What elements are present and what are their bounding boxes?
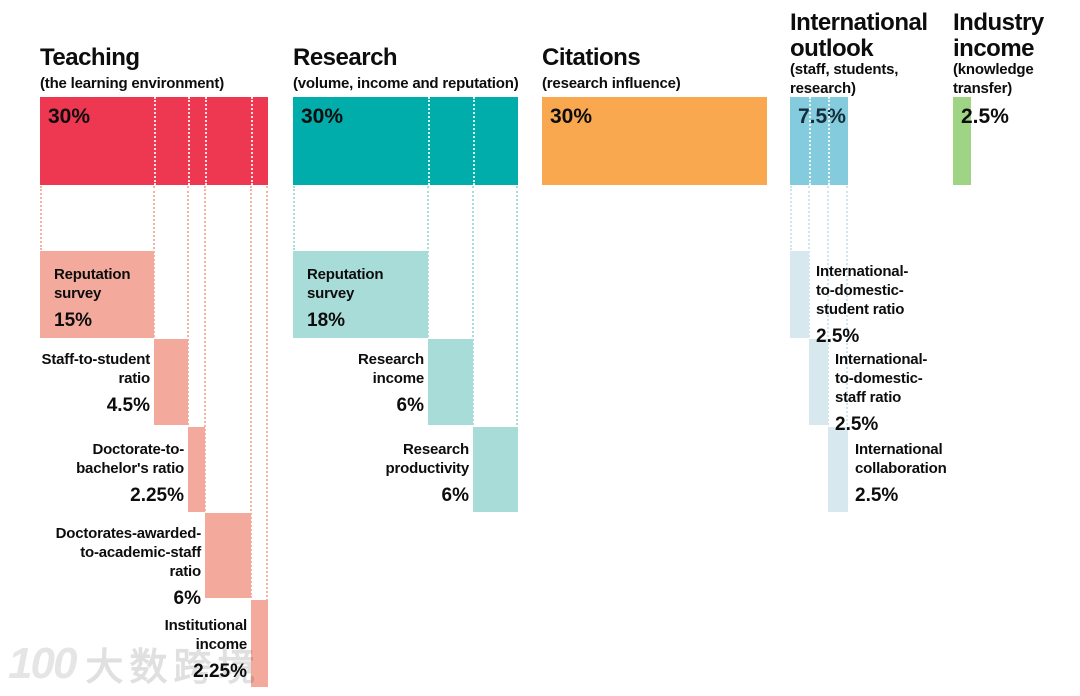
sub-label-value: 2.25% [130, 485, 184, 506]
bar-split-line [205, 97, 207, 185]
international-sub-block-collaboration [828, 427, 848, 512]
research-sub-label-research-income: Research income 6% [358, 350, 424, 417]
teaching-weight-value: 30% [48, 105, 91, 128]
international-sub-label-staff-ratio: International- to-domestic- staff ratio … [835, 350, 927, 436]
sub-label-text: International collaboration [855, 441, 947, 477]
sub-label-text: Reputation survey [307, 266, 384, 302]
teaching-sub-label-doctorates-awarded-ratio: Doctorates-awarded- to-academic-staff ra… [55, 524, 202, 610]
sub-label-text: Doctorate-to- bachelor's ratio [76, 441, 184, 477]
bar-split-line [828, 97, 830, 185]
citations-subtitle: (research influence) [542, 75, 681, 92]
teaching-sub-block-doctorates-awarded-ratio [205, 513, 251, 598]
teaching-sub-block-institutional-income [251, 600, 268, 687]
sub-label-value: 2.5% [855, 485, 899, 506]
international-sub-label-collaboration: International collaboration 2.5% [855, 440, 947, 507]
citations-weight-bar: 30% [542, 97, 767, 185]
research-sub-label-research-productivity: Research productivity 6% [385, 440, 470, 507]
citations-title: Citations [542, 44, 641, 71]
research-sub-label-reputation-survey: Reputation survey 18% [307, 265, 384, 332]
guide-line [516, 186, 518, 425]
guide-line [266, 186, 268, 685]
international-outlook-weight-value: 7.5% [798, 105, 846, 128]
guide-line [808, 186, 810, 337]
bar-split-line [428, 97, 430, 185]
teaching-sub-label-staff-to-student-ratio: Staff-to-student ratio 4.5% [41, 350, 151, 417]
sub-label-value: 2.5% [835, 414, 879, 435]
bar-split-line [154, 97, 156, 185]
sub-label-value: 4.5% [106, 395, 150, 416]
international-outlook-weight-bar: 7.5% [790, 97, 848, 185]
teaching-sub-block-reputation-survey [40, 251, 154, 338]
bar-split-line [809, 97, 811, 185]
teaching-sub-label-institutional-income: Institutional income 2.25% [164, 616, 248, 683]
sub-label-text: Institutional income [164, 617, 248, 653]
sub-label-value: 15% [54, 310, 93, 331]
international-sub-block-staff-ratio [809, 339, 828, 425]
sub-label-value: 6% [441, 485, 469, 506]
industry-income-weight-value: 2.5% [961, 105, 1009, 128]
guide-line [293, 186, 295, 250]
research-sub-block-research-income [428, 339, 473, 425]
guide-line [204, 186, 206, 511]
sub-label-text: Reputation survey [54, 266, 131, 302]
sub-label-text: Staff-to-student ratio [41, 351, 151, 387]
teaching-sub-block-doctorate-to-bachelors-ratio [188, 427, 205, 512]
bar-split-line [251, 97, 253, 185]
research-weight-bar: 30% [293, 97, 518, 185]
teaching-sub-label-doctorate-to-bachelors-ratio: Doctorate-to- bachelor's ratio 2.25% [76, 440, 184, 507]
teaching-sub-block-staff-to-student-ratio [154, 339, 188, 425]
teaching-sub-label-reputation-survey: Reputation survey 15% [54, 265, 131, 332]
guide-line [827, 186, 829, 425]
teaching-title: Teaching [40, 44, 140, 71]
guide-line [427, 186, 429, 337]
sub-label-text: Research productivity [385, 441, 470, 477]
sub-label-text: International- to-domestic- student rati… [816, 263, 909, 318]
industry-income-weight-bar: 2.5% [953, 97, 1009, 185]
sub-label-text: International- to-domestic- staff ratio [835, 351, 928, 406]
sub-label-value: 18% [307, 310, 346, 331]
research-title: Research [293, 44, 398, 71]
research-weight-value: 30% [301, 105, 344, 128]
teaching-subtitle: (the learning environment) [40, 75, 224, 92]
international-outlook-title: International outlook [790, 9, 928, 62]
sub-label-value: 2.5% [816, 326, 860, 347]
guide-line [153, 186, 155, 337]
bar-split-line [473, 97, 475, 185]
industry-income-title: Industry income [953, 9, 1044, 62]
citations-weight-value: 30% [550, 105, 593, 128]
sub-label-text: Doctorates-awarded- to-academic-staff ra… [55, 525, 202, 580]
guide-line [187, 186, 189, 425]
research-sub-block-reputation-survey [293, 251, 428, 338]
international-outlook-subtitle: (staff, students, research) [790, 61, 899, 97]
sub-label-value: 6% [173, 588, 201, 609]
bar-split-line [188, 97, 190, 185]
sub-label-value: 2.25% [193, 661, 247, 682]
sub-label-text: Research income [358, 351, 424, 387]
watermark-logo: 100 [8, 638, 77, 688]
industry-income-subtitle: (knowledge transfer) [953, 61, 1034, 97]
international-sub-block-student-ratio [790, 251, 809, 338]
guide-line [250, 186, 252, 598]
guide-line [846, 186, 848, 425]
sub-label-value: 6% [396, 395, 424, 416]
guide-line [472, 186, 474, 425]
research-sub-block-research-productivity [473, 427, 518, 512]
international-sub-label-student-ratio: International- to-domestic- student rati… [816, 262, 908, 348]
guide-line [40, 186, 42, 250]
research-subtitle: (volume, income and reputation) [293, 75, 519, 92]
guide-line [790, 186, 792, 250]
